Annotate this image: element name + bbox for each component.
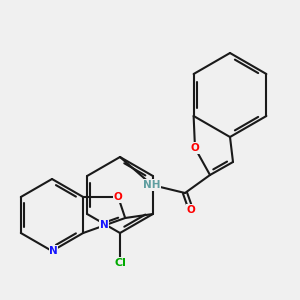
Text: O: O bbox=[114, 192, 123, 202]
Text: O: O bbox=[187, 205, 195, 215]
Text: N: N bbox=[49, 246, 58, 256]
Text: Cl: Cl bbox=[114, 258, 126, 268]
Text: N: N bbox=[100, 220, 109, 230]
Text: O: O bbox=[190, 143, 200, 153]
Text: NH: NH bbox=[143, 180, 161, 190]
